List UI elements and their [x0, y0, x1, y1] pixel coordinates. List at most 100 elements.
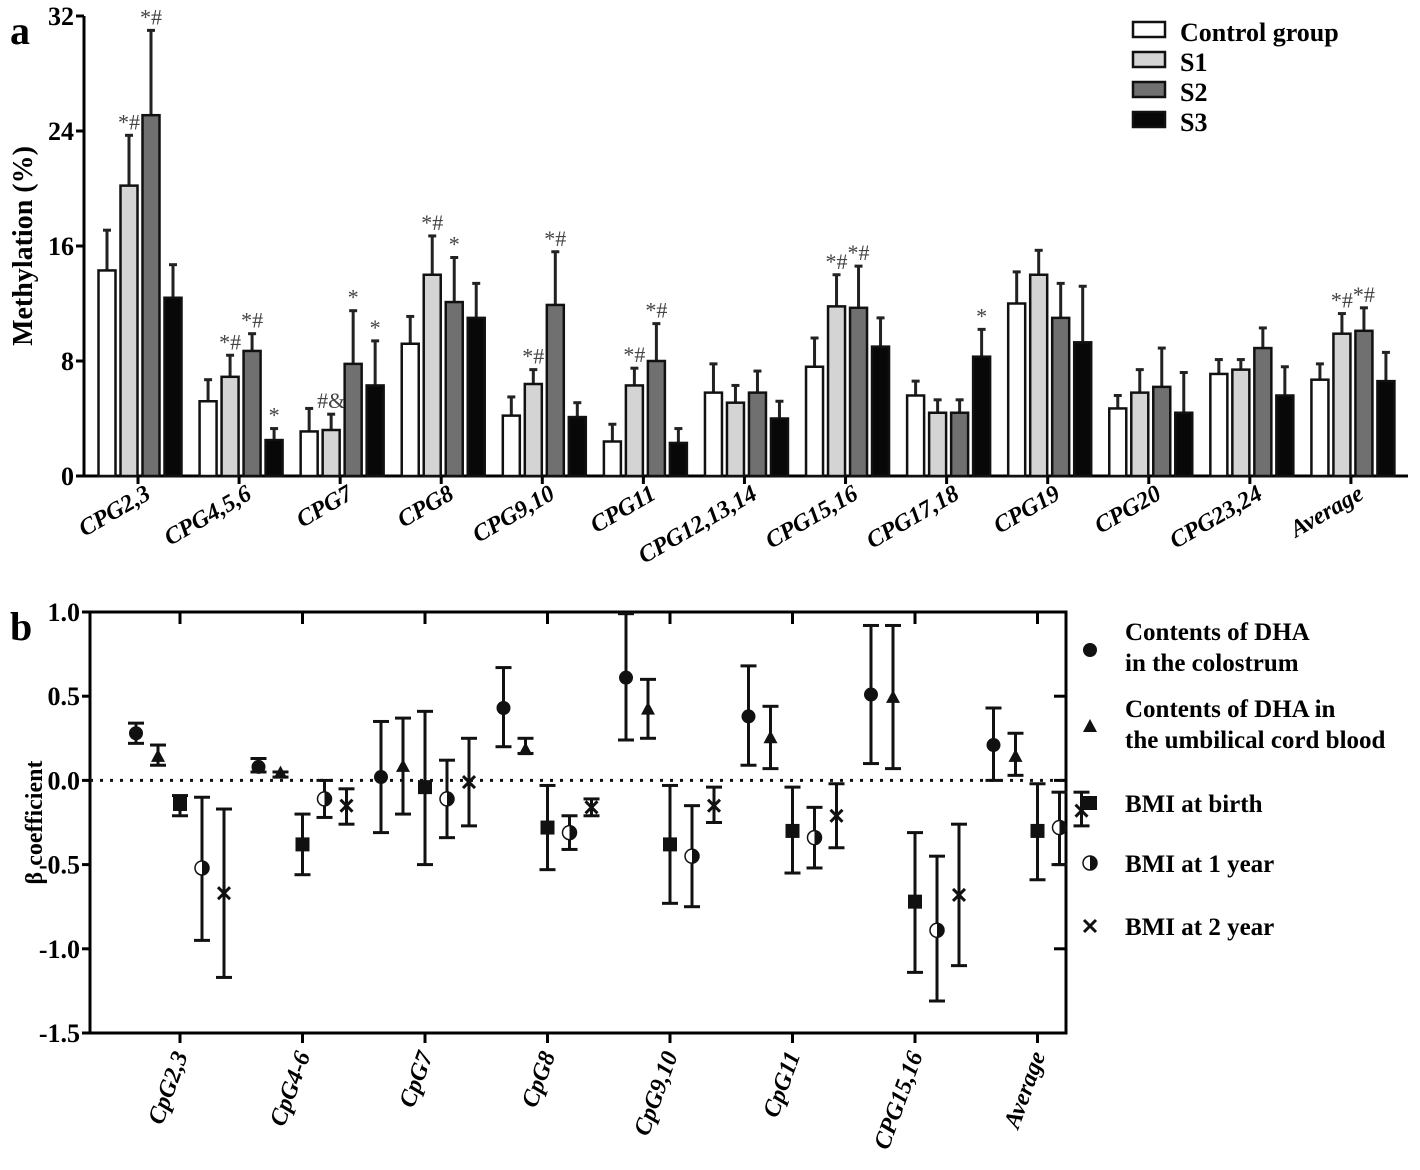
- legend-marker-circle: [1083, 643, 1097, 657]
- x-tick-label: CPG4,5,6: [160, 481, 256, 552]
- bar-s2: [242, 349, 262, 478]
- bar-s3: [264, 438, 284, 478]
- x-tick-label: Average: [999, 1048, 1051, 1134]
- point-circle: [251, 759, 266, 774]
- bar-control-group: [1310, 378, 1330, 478]
- bar-s3: [466, 316, 486, 478]
- bar-s3: [1072, 341, 1093, 478]
- x-tick-label: CpG2,3: [143, 1048, 193, 1128]
- legend-label: BMI at birth: [1125, 791, 1263, 818]
- bar-s3: [870, 345, 891, 478]
- point-half-circle-fill: [324, 791, 332, 806]
- x-tick-label: CPG20: [1090, 481, 1165, 540]
- legend-marker-half-circle-fill: [1090, 856, 1097, 870]
- panel-label-a: a: [10, 8, 30, 53]
- point-square: [908, 894, 922, 909]
- point-square: [173, 796, 187, 811]
- point-circle: [986, 738, 1001, 753]
- y-tick-label: 16: [48, 232, 74, 261]
- bar-s3: [567, 415, 588, 478]
- point-circle: [496, 700, 511, 715]
- legend-marker-cross: [1082, 918, 1098, 934]
- bar-s1: [1130, 391, 1150, 478]
- legend-label: S1: [1180, 48, 1207, 77]
- bar-s2: [1354, 329, 1374, 478]
- bar-control-group: [905, 394, 926, 478]
- significance-mark: *#: [140, 4, 162, 29]
- point-square: [1030, 823, 1045, 838]
- y-tick-label: 32: [48, 2, 74, 31]
- point-half-circle-fill: [1059, 820, 1067, 835]
- x-tick-label: CpG8: [517, 1048, 561, 1111]
- bar-control-group: [1006, 302, 1027, 478]
- bar-s3: [1376, 379, 1396, 478]
- significance-mark: *: [348, 285, 359, 310]
- point-cross: [951, 887, 967, 902]
- point-half-circle-fill: [692, 849, 699, 864]
- bar-s2: [444, 300, 464, 478]
- x-tick-label: CpG7: [395, 1047, 439, 1111]
- significance-mark: *: [449, 232, 460, 257]
- x-tick-label: CPG2,3: [74, 481, 155, 543]
- significance-mark: *#: [623, 342, 645, 367]
- y-tick-label: -1.0: [39, 935, 80, 964]
- significance-mark: *: [269, 403, 280, 428]
- bar-s1: [927, 411, 948, 478]
- bar-control-group: [299, 430, 319, 478]
- bar-control-group: [1209, 372, 1229, 478]
- significance-mark: #&: [317, 388, 345, 413]
- point-half-circle-fill: [202, 860, 209, 875]
- point-cross: [216, 886, 232, 901]
- bar-s1: [220, 375, 240, 478]
- y-tick-label: 0.5: [48, 682, 81, 711]
- point-cross: [829, 808, 844, 823]
- panel-label-b: b: [10, 604, 32, 649]
- legend-label: Control group: [1180, 18, 1339, 47]
- significance-mark: *#: [219, 329, 241, 354]
- bar-s1: [624, 384, 645, 478]
- y-tick-label: 24: [48, 117, 74, 146]
- x-tick-label: CPG17,18: [862, 481, 963, 555]
- significance-mark: *#: [848, 240, 870, 265]
- point-circle: [741, 709, 756, 724]
- x-tick-label: CpG4-6: [265, 1048, 316, 1130]
- legend-swatch: [1131, 80, 1167, 99]
- bar-control-group: [703, 391, 724, 478]
- significance-mark: *#: [522, 344, 544, 369]
- bar-s2: [343, 362, 363, 478]
- bar-s2: [1152, 385, 1172, 478]
- point-triangle: [518, 742, 533, 756]
- x-tick-label: CPG9,10: [468, 481, 559, 549]
- legend-label: Contents of DHA: [1125, 619, 1310, 646]
- point-square: [295, 837, 310, 852]
- significance-mark: *#: [241, 308, 263, 333]
- x-tick-label: CPG19: [989, 481, 1064, 540]
- point-cross: [706, 798, 722, 813]
- bar-s1: [321, 428, 341, 478]
- legend-label: BMI at 1 year: [1125, 851, 1274, 878]
- x-tick-label: CPG15,16: [761, 481, 862, 555]
- bar-control-group: [97, 269, 117, 478]
- point-square: [540, 820, 555, 835]
- bar-s2: [545, 303, 566, 478]
- y-tick-label: 0.0: [48, 766, 81, 795]
- significance-mark: *#: [1331, 288, 1353, 313]
- bar-s1: [1231, 368, 1251, 478]
- x-tick-label: CPG7: [292, 480, 358, 533]
- x-tick-label: CPG23,24: [1166, 481, 1267, 555]
- plot-frame: [88, 610, 1068, 1035]
- point-half-circle-fill: [937, 923, 944, 938]
- point-cross: [584, 800, 599, 815]
- point-circle: [374, 770, 388, 785]
- bar-s3: [769, 417, 790, 478]
- point-triangle: [1008, 748, 1023, 762]
- point-triangle: [396, 758, 410, 772]
- bar-s2: [747, 391, 768, 478]
- point-half-circle-fill: [569, 825, 577, 840]
- bar-s3: [668, 441, 689, 478]
- panel-b: b -1.5 -1.0 -0.5 0.0 0.5 1.0 β coefficient CpG2,…: [10, 598, 1386, 1153]
- bar-s3: [1275, 394, 1295, 478]
- legend-label: Contents of DHA in: [1125, 696, 1336, 723]
- significance-mark: *#: [1353, 282, 1375, 307]
